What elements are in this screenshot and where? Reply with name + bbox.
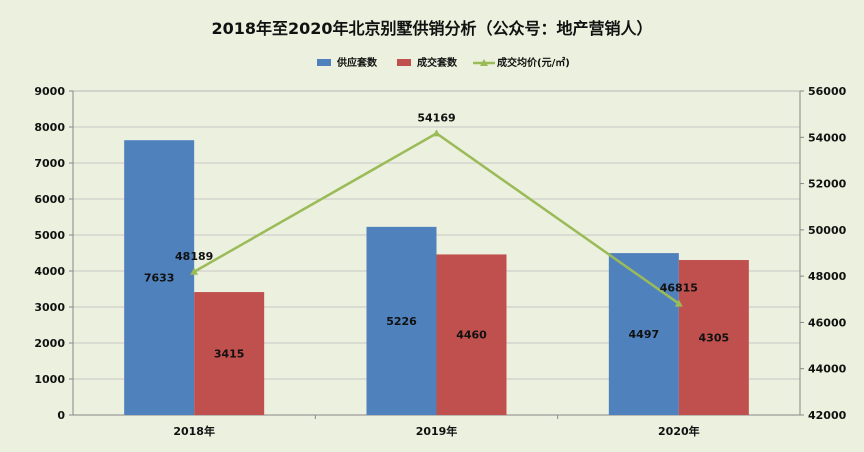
left-axis-tick-label: 0 — [57, 409, 65, 422]
x-axis-tick-label: 2020年 — [658, 424, 700, 438]
line-point-marker — [190, 267, 199, 275]
left-axis-tick-label: 6000 — [34, 193, 65, 206]
bar-data-label: 3415 — [214, 348, 245, 361]
right-axis-tick-label: 50000 — [808, 224, 847, 237]
legend-swatch — [317, 59, 331, 66]
bar-supply — [124, 140, 195, 415]
right-axis-tick-label: 54000 — [808, 131, 847, 144]
legend-label: 成交套数 — [417, 56, 458, 69]
line-data-label: 54169 — [417, 111, 455, 124]
left-axis-tick-label: 5000 — [34, 229, 65, 242]
bar-deals — [678, 260, 749, 415]
x-axis-tick-label: 2019年 — [416, 424, 458, 438]
right-axis-tick-label: 42000 — [808, 409, 847, 422]
bar-supply — [366, 226, 437, 415]
left-axis-tick-label: 3000 — [34, 301, 65, 314]
left-axis-tick-label: 4000 — [34, 265, 65, 278]
left-axis-tick-label: 9000 — [34, 85, 65, 98]
bar-deals — [194, 292, 265, 415]
bar-deals — [436, 254, 507, 415]
right-axis-tick-label: 44000 — [808, 363, 847, 376]
line-point-marker — [674, 299, 683, 307]
legend: 供应套数 成交套数 成交均价(元/㎡) — [317, 56, 570, 69]
line-data-label: 46815 — [660, 282, 698, 295]
left-axis-tick-label: 1000 — [34, 373, 65, 386]
plot-area: 0 1000 2000 3000 4000 5000 6000 7000 8000 9000 420… — [34, 85, 846, 438]
legend-marker — [480, 59, 488, 66]
bar-data-label: 4460 — [456, 329, 487, 342]
legend-label: 成交均价(元/㎡) — [497, 56, 570, 69]
right-axis-tick-label: 46000 — [808, 316, 847, 329]
bar-data-label: 7633 — [144, 272, 175, 285]
right-axis-tick-label: 56000 — [808, 85, 847, 98]
line-data-label: 48189 — [175, 250, 213, 263]
chart-title: 2018年至2020年北京别墅供销分析（公众号：地产营销人） — [211, 19, 652, 38]
bar-data-label: 4305 — [699, 332, 730, 345]
right-axis-tick-label: 52000 — [808, 178, 847, 191]
legend-swatch — [397, 59, 411, 66]
bar-data-label: 4497 — [629, 328, 660, 341]
left-axis-tick-label: 2000 — [34, 337, 65, 350]
line-point-marker — [432, 129, 441, 137]
bar-data-label: 5226 — [386, 315, 417, 328]
left-axis-tick-label: 7000 — [34, 157, 65, 170]
x-axis-tick-label: 2018年 — [173, 424, 215, 438]
right-axis-tick-label: 48000 — [808, 270, 847, 283]
left-axis-tick-label: 8000 — [34, 121, 65, 134]
legend-label: 供应套数 — [336, 56, 378, 69]
